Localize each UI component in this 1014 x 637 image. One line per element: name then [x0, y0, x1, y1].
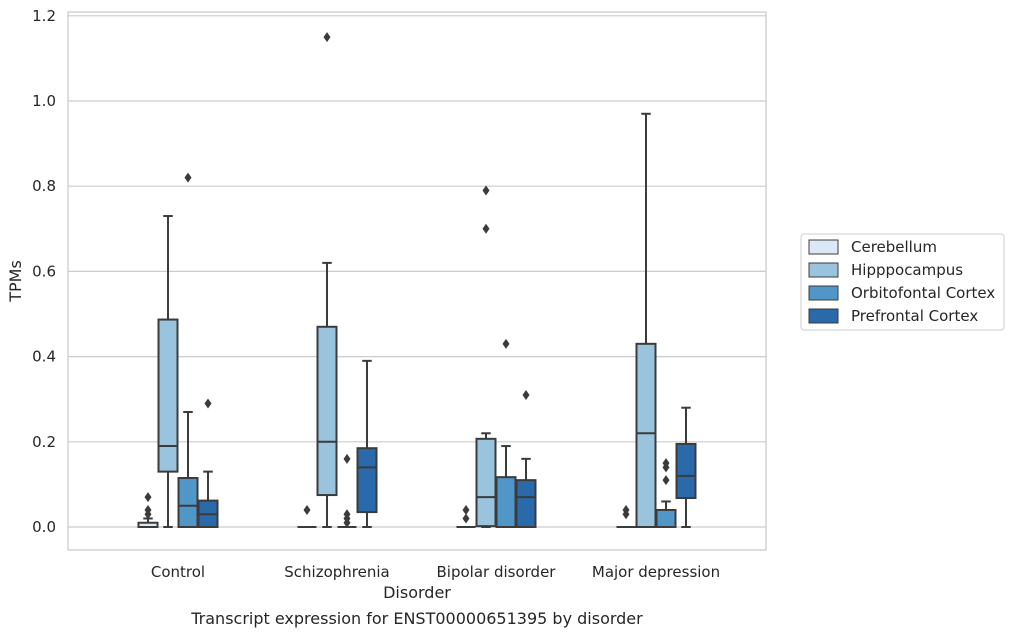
outlier-point [622, 504, 630, 515]
outlier-point [144, 504, 152, 515]
y-tick-label: 0.6 [32, 262, 56, 280]
legend-item: Orbitofontal Cortex [808, 284, 995, 302]
box-body [157, 318, 179, 473]
x-tick-label: Major depression [592, 563, 720, 581]
outlier-point [323, 32, 331, 43]
legend-swatch [808, 308, 839, 324]
box-body [475, 437, 497, 528]
legend-item: Hipppocampus [808, 261, 963, 279]
outlier-point [144, 492, 152, 503]
grid-lines [68, 15, 766, 528]
box-orbitofontal-cortex-schizophrenia [337, 453, 357, 528]
box-hipppocampus-schizophrenia [316, 32, 338, 528]
box-prefrontal-cortex-control [197, 398, 219, 529]
outlier-point [343, 509, 351, 520]
chart-caption: Transcript expression for ENST0000065139… [190, 609, 643, 628]
y-tick-label: 1.0 [32, 92, 56, 110]
y-tick-label: 1.2 [32, 7, 56, 25]
legend-label: Prefrontal Cortex [851, 307, 978, 325]
plot-frame [67, 11, 767, 551]
legend-swatch [808, 262, 839, 278]
y-axis-ticks: 0.0 0.2 0.4 0.6 0.8 1.0 1.2 [32, 7, 56, 536]
box-body [635, 342, 657, 528]
y-tick-label: 0.8 [32, 177, 56, 195]
outlier-point [462, 513, 470, 524]
outlier-point [343, 453, 351, 464]
y-axis-label: TPMs [6, 260, 25, 303]
legend-swatch [808, 239, 839, 255]
box-cerebellum-control [137, 492, 159, 528]
box-orbitofontal-cortex-major-depression [655, 458, 677, 528]
box-body [316, 325, 338, 497]
legend-label: Hipppocampus [851, 261, 963, 279]
outlier-point [482, 223, 490, 234]
box-body [495, 476, 517, 528]
outlier-point [462, 504, 470, 515]
legend-label: Orbitofontal Cortex [851, 284, 995, 302]
outlier-point [303, 504, 311, 515]
outlier-point [184, 172, 192, 183]
x-axis-label: Disorder [383, 583, 451, 602]
box-body [177, 477, 199, 529]
y-tick-label: 0.0 [32, 518, 56, 536]
x-tick-label: Schizophrenia [284, 563, 389, 581]
box-orbitofontal-cortex-control [177, 172, 199, 529]
box-prefrontal-cortex-bipolar-disorder [515, 389, 537, 529]
legend-frame [800, 233, 1005, 331]
outlier-point [662, 458, 670, 469]
box-body [515, 479, 537, 529]
legend: Cerebellum Hipppocampus Orbitofontal Corte… [800, 233, 1005, 331]
outlier-point [502, 338, 510, 349]
legend-label: Cerebellum [851, 238, 937, 256]
box-prefrontal-cortex-major-depression [675, 406, 697, 528]
box-hipppocampus-bipolar-disorder [475, 185, 497, 528]
outlier-point [482, 185, 490, 196]
box-cerebellum-major-depression [616, 504, 636, 528]
box-orbitofontal-cortex-bipolar-disorder [495, 338, 517, 528]
y-tick-label: 0.2 [32, 433, 56, 451]
box-cerebellum-schizophrenia [297, 504, 317, 528]
box-hipppocampus-major-depression [635, 112, 657, 528]
legend-item: Cerebellum [808, 238, 937, 256]
x-tick-label: Control [151, 563, 205, 581]
box-hipppocampus-control [157, 215, 179, 528]
box-body [675, 442, 697, 500]
legend-swatch [808, 285, 839, 301]
x-tick-label: Bipolar disorder [437, 563, 557, 581]
box-cerebellum-bipolar-disorder [456, 504, 476, 528]
legend-item: Prefrontal Cortex [808, 307, 978, 325]
boxes [137, 32, 697, 529]
x-axis-ticks: Control Schizophrenia Bipolar disorder Majo… [151, 563, 720, 581]
outlier-point [522, 389, 530, 400]
box-prefrontal-cortex-schizophrenia [356, 359, 378, 528]
box-body [356, 447, 378, 514]
y-tick-label: 0.4 [32, 348, 56, 366]
outlier-point [662, 475, 670, 486]
outlier-point [204, 398, 212, 409]
box-body [655, 508, 677, 528]
